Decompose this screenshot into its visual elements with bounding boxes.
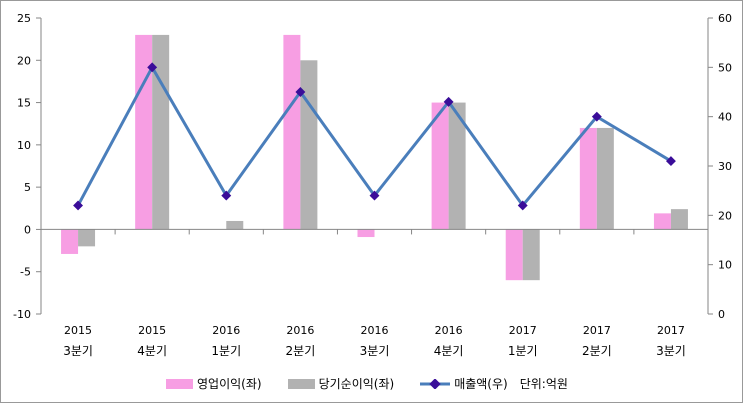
chart: -10 -5 0 5 10 15 20 25 0 10 20 30 40 50 60 2015 3분기 2015 4… — [13, 12, 732, 358]
left-tick-label: 5 — [24, 181, 31, 194]
sales-point — [517, 200, 528, 211]
bar — [522, 229, 540, 281]
category-label-year: 2016 — [435, 324, 463, 337]
left-tick-label: 25 — [17, 12, 31, 25]
bar — [596, 127, 614, 230]
category-label-year: 2015 — [64, 324, 92, 337]
right-tick-label: 60 — [718, 12, 732, 25]
left-tick-label: 20 — [17, 54, 31, 67]
right-tick-label: 20 — [718, 209, 732, 222]
category-label-quarter: 3분기 — [63, 344, 93, 358]
category-label-quarter: 2분기 — [582, 344, 612, 358]
bar — [61, 229, 79, 254]
category-label-year: 2017 — [509, 324, 537, 337]
bar — [431, 102, 449, 230]
unit-note: 단위:억원 — [519, 377, 568, 391]
category-label-year: 2016 — [212, 324, 240, 337]
legend-line-marker — [420, 378, 451, 389]
right-tick-label: 0 — [718, 308, 725, 321]
category-label-year: 2015 — [138, 324, 166, 337]
bar — [152, 34, 170, 230]
bar — [653, 213, 671, 230]
right-tick-label: 50 — [718, 61, 732, 74]
sales-point — [665, 156, 676, 167]
category-label-year: 2017 — [583, 324, 611, 337]
bar — [226, 220, 244, 230]
category-label-quarter: 4분기 — [137, 344, 167, 358]
bar — [283, 34, 301, 230]
bar — [78, 229, 96, 247]
sales-point — [73, 200, 84, 211]
bar — [670, 209, 688, 230]
category-label-quarter: 3분기 — [360, 344, 390, 358]
right-tick-label: 40 — [718, 111, 732, 124]
right-tick-label: 30 — [718, 160, 732, 173]
category-label-year: 2017 — [657, 324, 685, 337]
left-tick-label: -10 — [13, 308, 31, 321]
left-tick-label: -5 — [20, 266, 31, 279]
left-tick-label: 0 — [24, 223, 31, 236]
legend-item-operating-profit: 영업이익(좌) — [166, 375, 262, 392]
sales-point — [221, 190, 232, 201]
bar — [357, 229, 375, 238]
legend-swatch — [287, 378, 315, 389]
category-label-quarter: 4분기 — [434, 344, 464, 358]
category-label-year: 2016 — [286, 324, 314, 337]
bar — [135, 34, 153, 230]
legend-label: 매출액(우) — [454, 377, 508, 391]
bar — [505, 229, 523, 281]
category-label-year: 2016 — [361, 324, 389, 337]
sales-point — [591, 111, 602, 122]
right-tick-label: 10 — [718, 259, 732, 272]
legend-label: 영업이익(좌) — [197, 377, 262, 391]
category-label-quarter: 1분기 — [211, 344, 241, 358]
category-label-quarter: 3분기 — [656, 344, 686, 358]
legend-swatch — [166, 378, 193, 389]
bar — [300, 60, 318, 230]
category-label-quarter: 1분기 — [508, 344, 538, 358]
bar — [579, 127, 597, 230]
sales-point — [369, 190, 380, 201]
category-label-quarter: 2분기 — [286, 344, 316, 358]
left-tick-label: 15 — [17, 97, 31, 110]
legend-label: 당기순이익(좌) — [318, 377, 395, 391]
legend: 영업이익(좌) 당기순이익(좌) 매출액(우) 단위:억원 — [166, 375, 568, 392]
bar — [448, 102, 466, 230]
left-tick-label: 10 — [17, 139, 31, 152]
legend-item-sales: 매출액(우) 단위:억원 — [420, 375, 568, 392]
legend-item-net-income: 당기순이익(좌) — [287, 375, 395, 392]
